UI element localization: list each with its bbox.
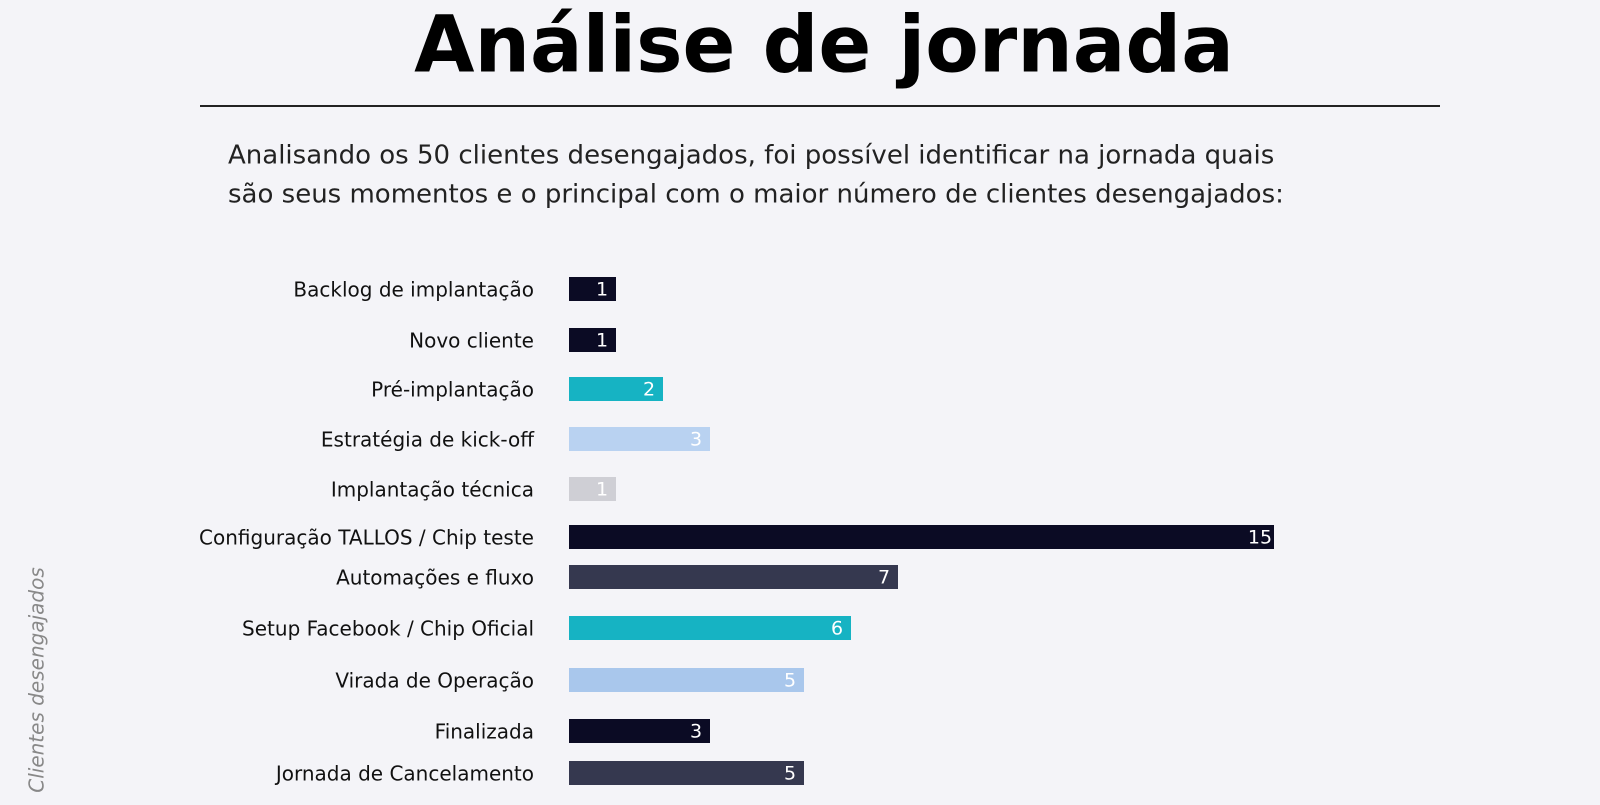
bar [569, 761, 804, 785]
value-label: 15 [1248, 527, 1272, 549]
subtitle-line: Analisando os 50 clientes desengajados, … [228, 141, 1274, 171]
bar [569, 277, 616, 301]
category-label: Novo cliente [409, 329, 534, 353]
category-label: Pré-implantação [371, 378, 534, 402]
category-label: Estratégia de kick-off [321, 428, 535, 452]
bar [569, 477, 616, 501]
category-label: Implantação técnica [331, 478, 534, 502]
y-axis-label: Clientes desengajados [25, 567, 49, 793]
value-label: 7 [878, 567, 890, 589]
category-label: Virada de Operação [335, 669, 534, 693]
bar [569, 328, 616, 352]
value-label: 1 [596, 330, 608, 352]
value-label: 6 [831, 618, 843, 640]
category-label: Jornada de Cancelamento [274, 762, 534, 786]
value-label: 1 [596, 479, 608, 501]
chart-title: Análise de jornada [414, 0, 1234, 90]
bar [569, 668, 804, 692]
value-label: 1 [596, 279, 608, 301]
category-label: Configuração TALLOS / Chip teste [199, 526, 534, 550]
value-label: 5 [784, 670, 796, 692]
category-label: Setup Facebook / Chip Oficial [242, 617, 534, 641]
category-label: Backlog de implantação [293, 278, 534, 302]
category-label: Finalizada [435, 720, 534, 744]
category-label: Automações e fluxo [336, 566, 534, 590]
bar [569, 427, 710, 451]
bar [569, 719, 710, 743]
value-label: 2 [643, 379, 655, 401]
value-label: 3 [690, 721, 702, 743]
bar [569, 565, 898, 589]
subtitle-line: são seus momentos e o principal com o ma… [228, 180, 1284, 210]
bar [569, 525, 1274, 549]
value-label: 5 [784, 763, 796, 785]
bar [569, 616, 851, 640]
value-label: 3 [690, 429, 702, 451]
bar [569, 377, 663, 401]
